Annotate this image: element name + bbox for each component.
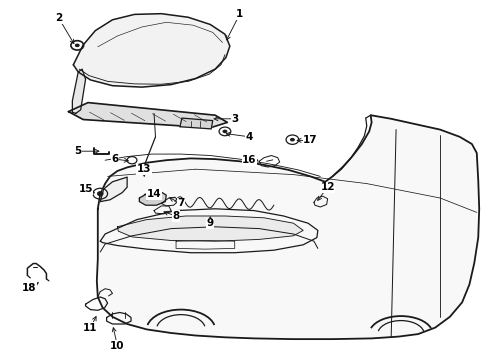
Polygon shape: [180, 118, 212, 129]
Text: 7: 7: [177, 198, 184, 208]
Polygon shape: [97, 115, 478, 339]
Circle shape: [75, 44, 80, 47]
Text: 13: 13: [137, 164, 151, 174]
Text: 10: 10: [110, 341, 124, 351]
Text: 3: 3: [231, 114, 238, 124]
Text: 5: 5: [75, 146, 81, 156]
Text: 4: 4: [245, 132, 253, 142]
Text: 9: 9: [206, 218, 213, 228]
Polygon shape: [139, 192, 166, 205]
Polygon shape: [100, 177, 127, 202]
Circle shape: [97, 192, 103, 196]
Text: 1: 1: [236, 9, 243, 19]
Circle shape: [289, 138, 294, 141]
Text: 6: 6: [111, 154, 118, 164]
Polygon shape: [68, 103, 227, 128]
Polygon shape: [117, 216, 303, 241]
Polygon shape: [73, 14, 229, 87]
Text: 16: 16: [242, 155, 256, 165]
Polygon shape: [72, 69, 85, 113]
Text: 14: 14: [146, 189, 161, 199]
Text: 2: 2: [55, 13, 62, 23]
Circle shape: [222, 130, 227, 133]
Text: 11: 11: [83, 323, 98, 333]
Text: 8: 8: [172, 211, 179, 221]
Text: 12: 12: [320, 182, 334, 192]
Text: 15: 15: [78, 184, 93, 194]
Text: 17: 17: [303, 135, 317, 145]
Text: 18: 18: [22, 283, 37, 293]
